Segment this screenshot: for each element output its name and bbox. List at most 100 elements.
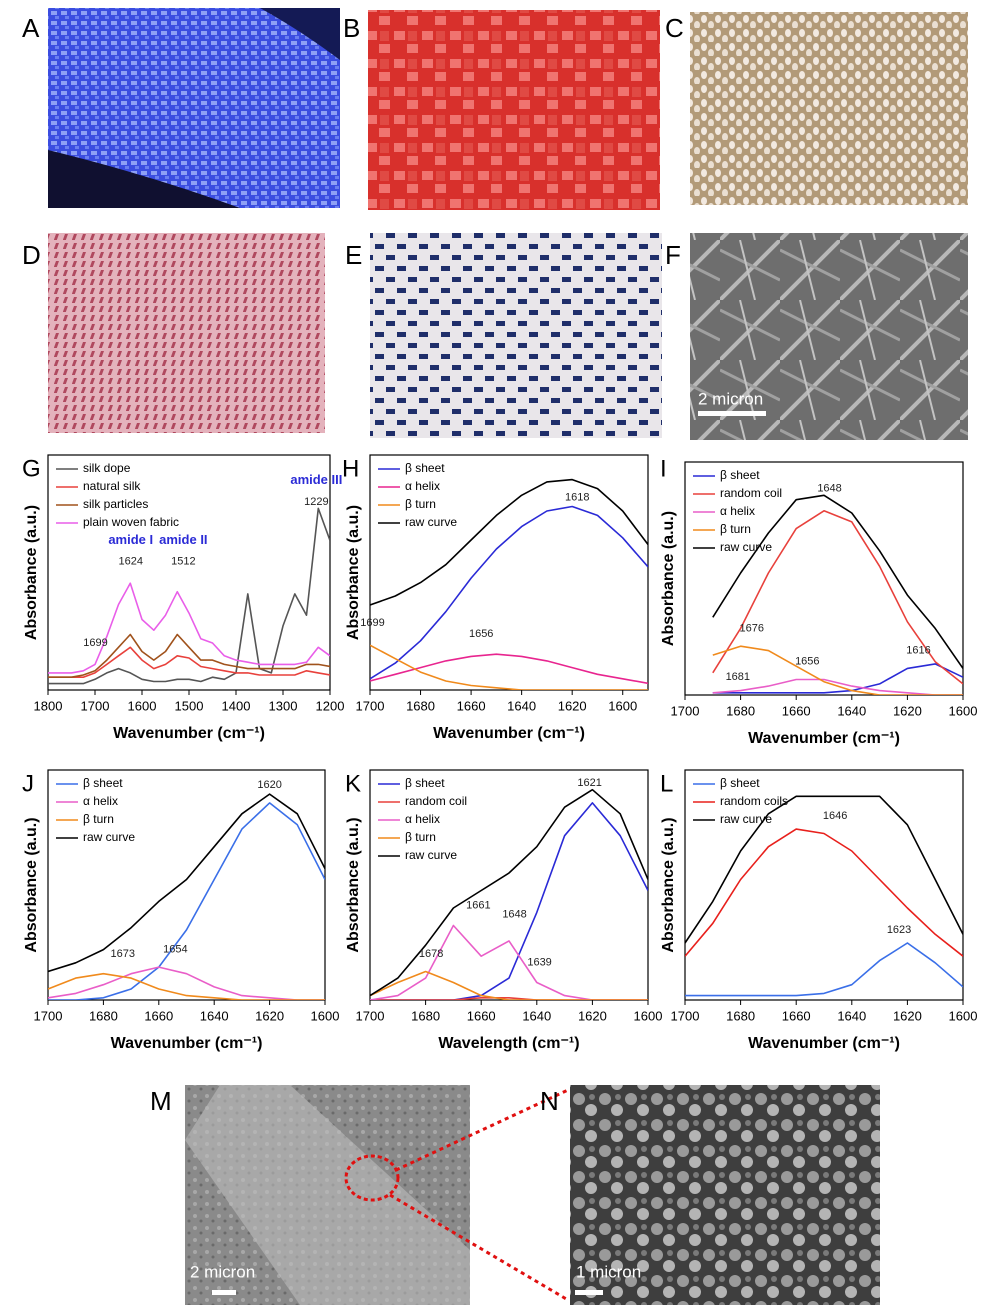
legend-label: β sheet — [720, 776, 760, 790]
x-tick-label: 1660 — [457, 698, 486, 713]
legend-label: silk dope — [83, 461, 131, 475]
annotation: 1678 — [419, 948, 443, 960]
y-axis-title: Absorbance (a.u.) — [345, 817, 362, 952]
x-axis-title: Wavelength (cm⁻¹) — [438, 1035, 579, 1052]
panel-label: B — [343, 13, 360, 43]
panel-label: L — [660, 770, 673, 797]
x-tick-label: 1500 — [175, 698, 204, 713]
scale-bar — [212, 1290, 236, 1295]
legend-label: raw curve — [720, 540, 772, 554]
x-tick-label: 1640 — [507, 698, 536, 713]
annotation: amide I — [108, 532, 153, 547]
x-tick-label: 1660 — [782, 1008, 811, 1023]
legend-label: plain woven fabric — [83, 515, 179, 529]
x-tick-label: 1660 — [467, 1008, 496, 1023]
scale-label: 1 micron — [576, 1262, 641, 1281]
photo — [48, 233, 325, 433]
y-axis-title: Absorbance (a.u.) — [23, 505, 40, 640]
legend-label: β sheet — [405, 461, 445, 475]
x-tick-label: 1600 — [128, 698, 157, 713]
legend-label: raw curve — [83, 830, 135, 844]
legend-label: α helix — [83, 794, 118, 808]
series-line — [685, 943, 963, 996]
series-line — [370, 645, 648, 690]
series-line — [713, 511, 963, 684]
x-axis-title: Wavenumber (cm⁻¹) — [433, 725, 585, 742]
x-axis-title: Wavenumber (cm⁻¹) — [748, 730, 900, 747]
legend-label: α helix — [720, 504, 755, 518]
annotation: 1618 — [565, 491, 589, 503]
legend-label: raw curve — [405, 848, 457, 862]
x-tick-label: 1680 — [411, 1008, 440, 1023]
x-tick-label: 1680 — [89, 1008, 118, 1023]
photo — [690, 12, 968, 205]
legend-label: β sheet — [83, 776, 123, 790]
annotation: 1648 — [502, 908, 526, 920]
x-tick-label: 1200 — [316, 698, 345, 713]
series-line — [48, 974, 325, 1000]
annotation: 1623 — [887, 924, 911, 936]
legend-label: α helix — [405, 479, 440, 493]
annotation: 1512 — [171, 556, 195, 568]
x-tick-label: 1620 — [255, 1008, 284, 1023]
annotation: 1616 — [906, 645, 930, 657]
panel-label: C — [665, 13, 684, 43]
annotation: 1229 — [304, 496, 328, 508]
x-tick-label: 1700 — [356, 1008, 385, 1023]
annotation: 1639 — [527, 957, 551, 969]
x-tick-label: 1300 — [269, 698, 298, 713]
legend-label: β turn — [83, 812, 114, 826]
legend-label: β turn — [405, 830, 436, 844]
x-tick-label: 1620 — [893, 1008, 922, 1023]
legend-label: natural silk — [83, 479, 141, 493]
x-axis-title: Wavenumber (cm⁻¹) — [111, 1035, 263, 1052]
series-line — [370, 972, 648, 1001]
y-axis-title: Absorbance (a.u.) — [660, 817, 677, 952]
x-tick-label: 1640 — [837, 1008, 866, 1023]
legend-label: β sheet — [720, 468, 760, 482]
panel-label: H — [342, 455, 359, 482]
legend-label: random coil — [720, 486, 782, 500]
panel-label: A — [22, 13, 40, 43]
x-tick-label: 1600 — [311, 1008, 340, 1023]
y-axis-title: Absorbance (a.u.) — [660, 511, 677, 646]
legend-label: raw curve — [405, 515, 457, 529]
x-axis-title: Wavenumber (cm⁻¹) — [113, 725, 265, 742]
annotation: 1624 — [118, 556, 142, 568]
annotation: 1676 — [739, 622, 763, 634]
x-tick-label: 1680 — [726, 703, 755, 718]
x-tick-label: 1620 — [558, 698, 587, 713]
sem-image — [690, 233, 968, 440]
legend-label: random coil — [405, 794, 467, 808]
x-tick-label: 1660 — [782, 703, 811, 718]
panel-label: N — [540, 1086, 559, 1116]
annotation: 1661 — [466, 900, 490, 912]
x-tick-label: 1640 — [837, 703, 866, 718]
x-tick-label: 1700 — [81, 698, 110, 713]
x-tick-label: 1700 — [356, 698, 385, 713]
panel-label: G — [22, 455, 41, 482]
legend-label: β turn — [405, 497, 436, 511]
x-tick-label: 1600 — [608, 698, 637, 713]
scale-label: 2 micron — [698, 389, 763, 408]
x-tick-label: 1640 — [200, 1008, 229, 1023]
panel-label: D — [22, 240, 41, 270]
y-axis-title: Absorbance (a.u.) — [23, 817, 40, 952]
legend-label: random coils — [720, 794, 788, 808]
series-line — [370, 654, 648, 683]
x-tick-label: 1700 — [671, 1008, 700, 1023]
x-tick-label: 1700 — [34, 1008, 63, 1023]
scale-bar — [575, 1290, 603, 1295]
annotation: amide II — [159, 532, 207, 547]
annotation: 1656 — [469, 628, 493, 640]
panel-label: M — [150, 1086, 172, 1116]
photo — [370, 233, 662, 438]
x-tick-label: 1680 — [726, 1008, 755, 1023]
series-line — [370, 507, 648, 679]
panel-label: F — [665, 240, 681, 270]
panel-label: E — [345, 240, 362, 270]
x-tick-label: 1800 — [34, 698, 63, 713]
x-tick-label: 1600 — [634, 1008, 663, 1023]
x-tick-label: 1640 — [522, 1008, 551, 1023]
figure: ABCDEF2 micronM2 micronN1 micronG1800170… — [0, 0, 987, 1305]
